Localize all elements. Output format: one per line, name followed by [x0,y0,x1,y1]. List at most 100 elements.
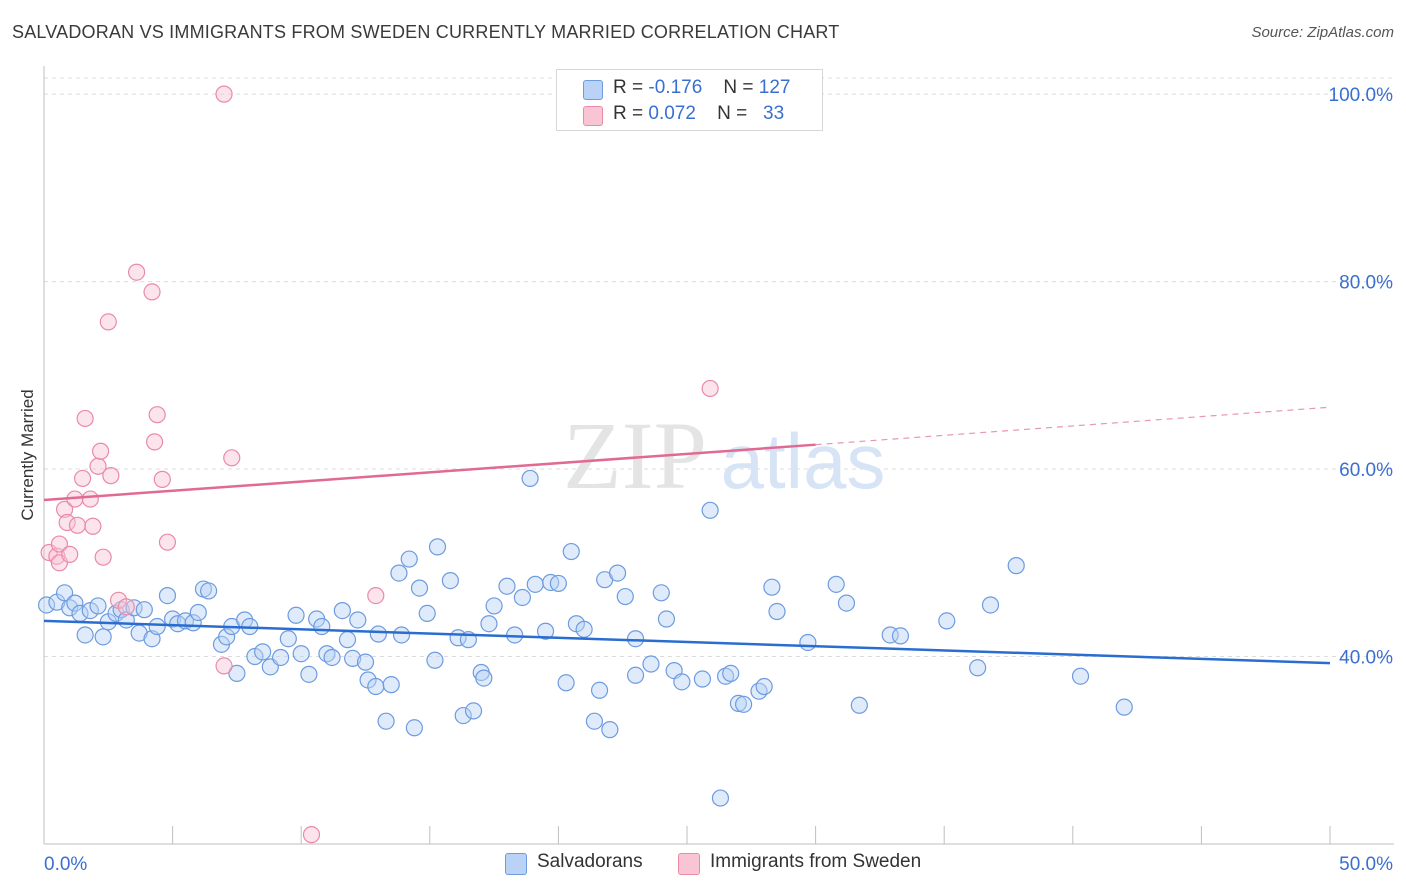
salvadoran-point [729,694,748,712]
salvadoran-point [300,665,318,683]
sweden-point [153,470,171,488]
watermark-zip: ZIP [563,402,707,509]
sweden-point [55,500,74,518]
salvadoran-point [1007,557,1025,575]
salvadoran-point [626,630,645,648]
sweden-point [58,513,76,532]
salvadoran-point [313,617,331,636]
salvadoran-point [338,631,357,649]
salvadoran-point [837,594,856,612]
salvadoran-point [590,681,609,699]
salvadoran-point [557,674,575,692]
salvadoran-point [799,633,817,652]
salvadoran-point [562,542,580,561]
salvadoran-point [323,648,341,667]
legend-r-label: R = [613,103,644,124]
sweden-point [215,657,233,675]
salvadoran-point [382,676,400,694]
series-legend-label: Immigrants from Sweden [710,851,922,872]
salvadoran-point [701,501,719,519]
salvadoran-point [441,572,459,590]
sweden-point [102,467,120,485]
salvadoran-point [61,599,79,617]
legend-swatch-pink [583,106,603,126]
salvadoran-point [480,615,498,633]
sweden-point [117,598,135,616]
salvadoran-point [722,664,740,683]
sweden-point [61,545,79,563]
salvadoran-point [601,721,619,739]
points-layer [37,85,1133,844]
salvadoran-point [292,645,310,663]
grid-layer [44,77,1394,658]
salvadoran-point [642,655,660,673]
salvadoran-point [189,603,207,622]
salvadoran-point [585,712,604,730]
salvadoran-point [969,659,987,677]
x-tick-label: 0.0% [44,854,87,875]
series-swatch-blue [505,853,527,875]
salvadoran-point [369,625,387,643]
salvadoran-point [850,696,868,714]
y-tick-label: 40.0% [1339,648,1393,669]
sweden-point [76,409,94,428]
legend-r-value: 0.072 [648,103,696,124]
salvadoran-point [981,596,1000,614]
stats-legend: R = -0.176 N = 127 R = 0.072 N = 33 [556,69,823,131]
salvadoran-point [475,669,493,687]
salvadoran-point [410,579,429,597]
salvadoran-point [498,577,516,595]
sweden-point [145,433,164,451]
salvadoran-point [428,538,447,556]
salvadoran-point [711,789,730,807]
salvadoran-point [652,584,670,602]
legend-n-value: 127 [758,77,791,98]
sweden-point [73,469,92,488]
salvadoran-point [164,610,182,628]
salvadoran-point [549,574,568,593]
sweden-point [84,517,102,535]
salvadoran-point [526,575,544,593]
legend-n-label: N = [717,103,748,124]
salvadoran-point [158,587,177,605]
salvadoran-point [521,469,539,488]
sweden-point [223,449,241,467]
salvadoran-point [89,597,107,615]
salvadoran-point [616,587,634,606]
salvadoran-point [626,666,645,684]
salvadoran-point [608,564,627,582]
salvadoran-point [405,719,423,737]
sweden-point [148,406,166,424]
y-axis-label: Currently Married [18,389,37,521]
salvadoran-point [536,622,555,640]
y-tick-label: 80.0% [1339,273,1393,294]
salvadoran-point [148,617,166,636]
sweden-point [701,379,719,398]
sweden-trend-line [43,443,816,502]
salvadoran-point [349,611,367,629]
salvadoran-point [37,596,56,614]
salvadoran-point [135,601,153,619]
y-tick-label: 100.0% [1329,85,1394,106]
salvadoran-point [755,677,773,696]
salvadoran-point [76,626,94,644]
watermark-atlas: atlas [721,417,886,505]
salvadoran-point [693,670,712,688]
trend-layer [43,406,1331,665]
salvadoran-point [657,610,676,628]
salvadoran-point [1071,667,1090,685]
salvadoran-point [1115,698,1133,716]
salvadoran-point [279,630,297,648]
series-swatch-pink [678,853,700,875]
sweden-point [127,263,146,281]
sweden-point [99,313,117,331]
salvadoran-point [734,695,753,713]
sweden-point [367,587,385,605]
salvadoran-point [768,602,786,621]
legend-r-value: -0.176 [648,77,703,98]
salvadoran-point [575,620,593,638]
salvadoran-point [827,575,845,593]
salvadoran-point [254,643,272,661]
salvadoran-point [673,673,691,691]
